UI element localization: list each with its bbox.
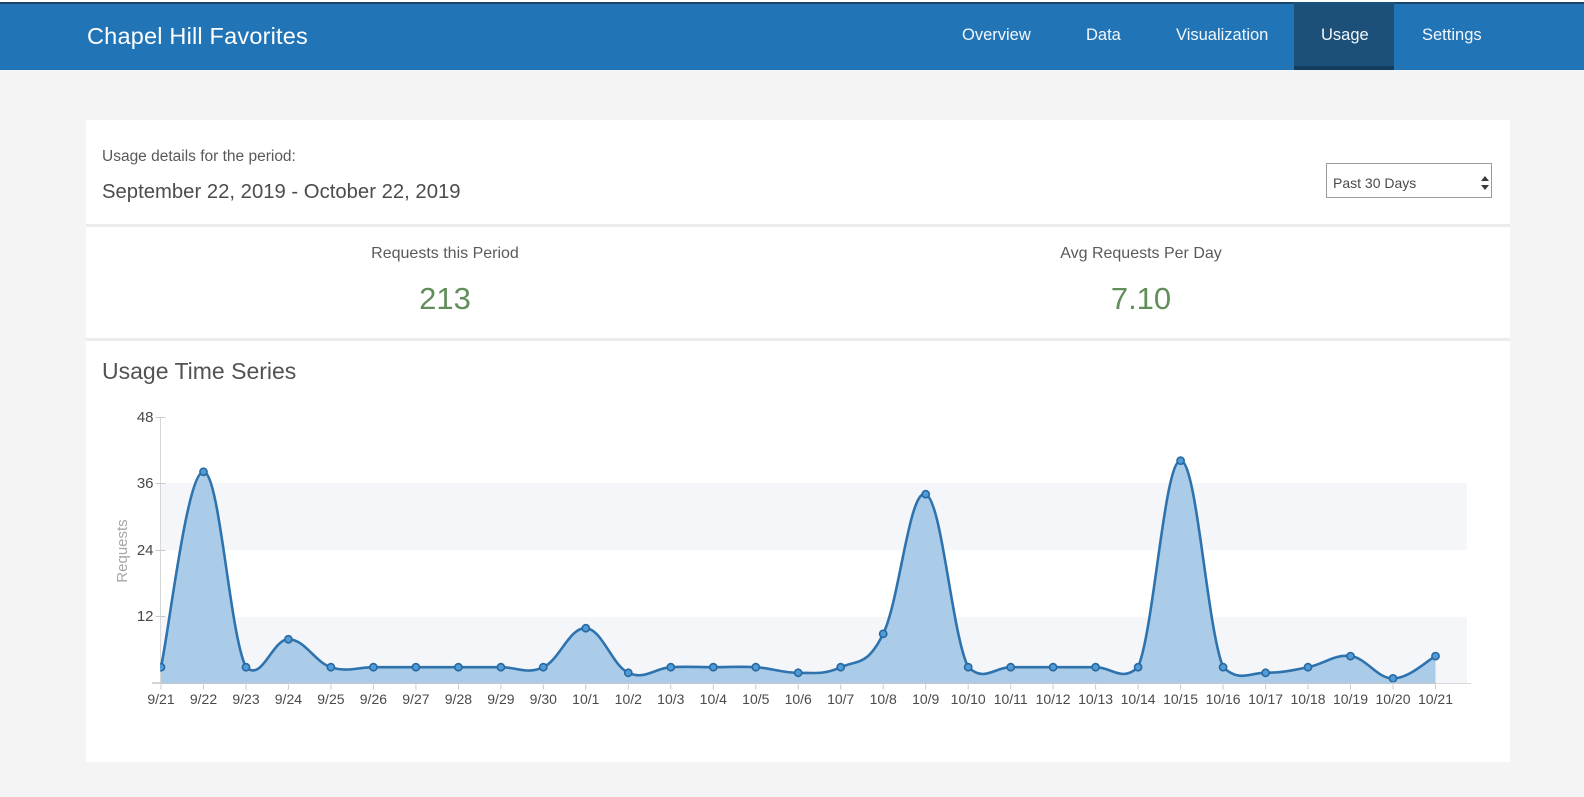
- svg-text:10/20: 10/20: [1375, 691, 1410, 707]
- svg-text:9/28: 9/28: [445, 691, 472, 707]
- svg-text:9/22: 9/22: [190, 691, 217, 707]
- svg-text:10/3: 10/3: [657, 691, 684, 707]
- svg-text:Requests: Requests: [114, 519, 131, 582]
- svg-text:10/13: 10/13: [1078, 691, 1113, 707]
- svg-text:10/15: 10/15: [1163, 691, 1198, 707]
- svg-text:10/8: 10/8: [870, 691, 897, 707]
- svg-text:10/2: 10/2: [615, 691, 642, 707]
- svg-text:10/6: 10/6: [785, 691, 812, 707]
- svg-text:36: 36: [137, 475, 154, 492]
- svg-text:48: 48: [137, 409, 154, 426]
- svg-text:10/19: 10/19: [1333, 691, 1368, 707]
- svg-text:10/10: 10/10: [951, 691, 986, 707]
- svg-text:10/1: 10/1: [572, 691, 599, 707]
- svg-text:10/17: 10/17: [1248, 691, 1283, 707]
- svg-text:10/12: 10/12: [1036, 691, 1071, 707]
- svg-text:10/4: 10/4: [700, 691, 727, 707]
- svg-text:9/25: 9/25: [317, 691, 344, 707]
- svg-text:10/7: 10/7: [827, 691, 854, 707]
- svg-text:10/9: 10/9: [912, 691, 939, 707]
- svg-text:9/26: 9/26: [360, 691, 387, 707]
- svg-text:12: 12: [137, 608, 154, 625]
- svg-text:10/14: 10/14: [1121, 691, 1156, 707]
- svg-text:10/16: 10/16: [1206, 691, 1241, 707]
- svg-text:10/21: 10/21: [1418, 691, 1453, 707]
- svg-text:9/27: 9/27: [402, 691, 429, 707]
- svg-text:10/18: 10/18: [1290, 691, 1325, 707]
- svg-text:10/11: 10/11: [994, 691, 1028, 707]
- svg-text:9/24: 9/24: [275, 691, 302, 707]
- svg-text:9/23: 9/23: [232, 691, 259, 707]
- svg-text:9/29: 9/29: [487, 691, 514, 707]
- svg-text:24: 24: [137, 542, 154, 559]
- svg-text:9/21: 9/21: [147, 691, 174, 707]
- svg-text:10/5: 10/5: [742, 691, 769, 707]
- svg-text:9/30: 9/30: [530, 691, 557, 707]
